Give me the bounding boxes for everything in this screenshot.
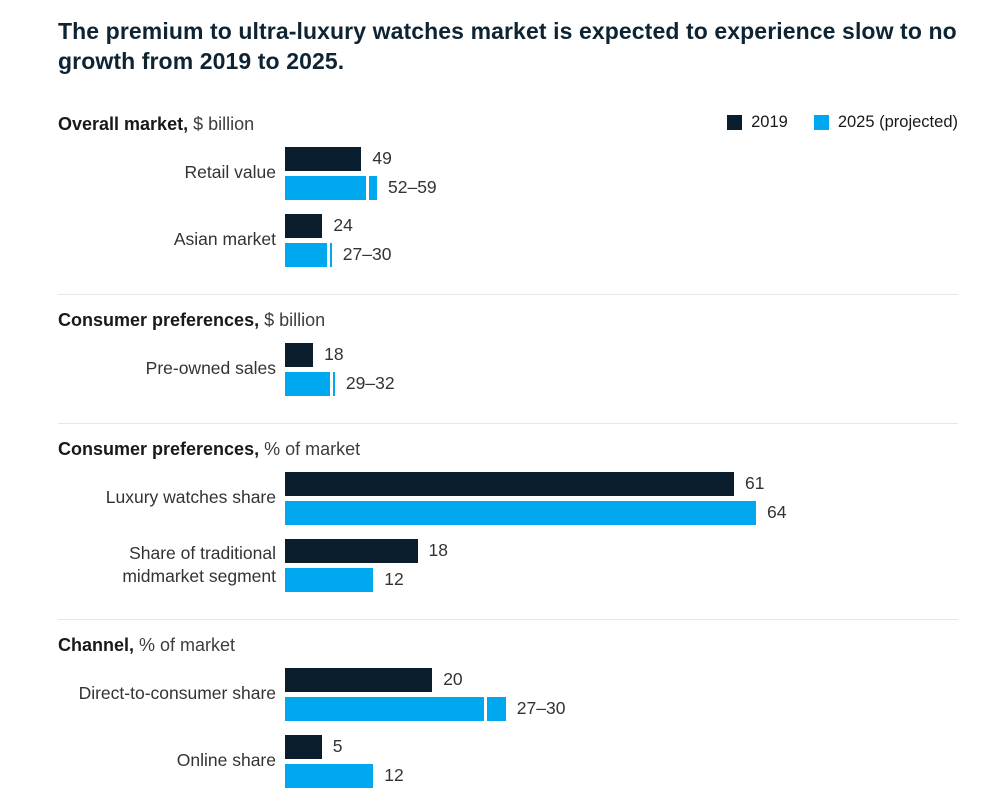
bar-2025 (285, 567, 374, 592)
category-label: Luxury watches share (105, 487, 276, 508)
section-heading-bold: Consumer preferences, (58, 438, 260, 459)
bar-2019 (285, 471, 734, 496)
value-label-2025: 12 (384, 569, 404, 590)
bar-2025 (285, 371, 335, 396)
bar-row-direct-to-consumer: Direct-to-consumer share 20 27–30 (58, 667, 958, 721)
section-heading: Overall market, $ billion (58, 114, 254, 135)
value-label-2025: 27–30 (516, 698, 566, 719)
range-divider (366, 175, 370, 200)
category-label: Share of traditional midmarket segment (122, 542, 276, 587)
value-label-2019: 24 (333, 215, 353, 236)
legend-label-2025: 2025 (projected) (837, 112, 958, 131)
chart-title: The premium to ultra-luxury watches mark… (58, 18, 957, 75)
range-divider (330, 371, 334, 396)
bar-2025 (285, 696, 506, 721)
bar-2019 (285, 538, 418, 563)
value-label-2019: 5 (332, 736, 343, 757)
section-consumer-preferences-share: Consumer preferences, % of market Luxury… (58, 439, 958, 592)
category-label: Retail value (184, 162, 276, 183)
value-label-2025: 29–32 (345, 373, 395, 394)
section-divider (58, 293, 958, 295)
category-label: Asian market (173, 229, 276, 250)
legend-item-2019: 2019 (727, 113, 788, 132)
bar-2019 (285, 342, 314, 367)
section-heading: Consumer preferences, $ billion (58, 310, 325, 331)
bar-2019 (285, 734, 322, 759)
value-label-2025: 52–59 (388, 177, 437, 198)
value-label-2025: 12 (384, 765, 404, 786)
legend-item-2025: 2025 (projected) (813, 112, 958, 132)
section-overall-market: Overall market, $ billion 2019 2025 (pro… (58, 113, 958, 267)
section-heading-bold: Consumer preferences, (58, 309, 260, 330)
value-label-2019: 49 (372, 148, 392, 169)
section-heading-unit: % of market (139, 634, 236, 655)
value-label-2019: 61 (745, 473, 765, 494)
range-divider (483, 696, 487, 721)
bar-2019 (285, 146, 362, 171)
section-heading: Channel, % of market (58, 635, 235, 656)
value-label-2019: 18 (324, 344, 344, 365)
bar-2025 (285, 175, 377, 200)
legend: 2019 2025 (projected) (727, 113, 958, 132)
value-label-2025: 64 (767, 502, 787, 523)
bar-row-traditional-midmarket: Share of traditional midmarket segment 1… (58, 538, 958, 592)
section-heading-bold: Overall market, (58, 113, 189, 134)
section-heading: Consumer preferences, % of market (58, 439, 360, 460)
section-divider (58, 422, 958, 424)
section-heading-unit: $ billion (193, 113, 255, 134)
bar-2025 (285, 500, 756, 525)
legend-swatch-2025 (813, 114, 829, 130)
section-channel: Channel, % of market Direct-to-consumer … (58, 635, 958, 788)
section-heading-bold: Channel, (58, 634, 135, 655)
bar-2019 (285, 213, 323, 238)
bar-row-asian-market: Asian market 24 27–30 (58, 213, 958, 267)
value-label-2019: 20 (443, 669, 463, 690)
bar-row-pre-owned-sales: Pre-owned sales 18 29–32 (58, 342, 958, 396)
legend-label-2019: 2019 (751, 112, 788, 131)
value-label-2025: 27–30 (342, 244, 392, 265)
section-heading-unit: $ billion (264, 309, 326, 330)
bar-row-luxury-watches-share: Luxury watches share 61 64 (58, 471, 958, 525)
bar-row-retail-value: Retail value 49 52–59 (58, 146, 958, 200)
bar-2019 (285, 667, 433, 692)
bar-2025 (285, 242, 332, 267)
range-divider (327, 242, 331, 267)
category-label: Pre-owned sales (145, 358, 276, 379)
category-label: Online share (176, 750, 276, 771)
legend-swatch-2019 (727, 114, 743, 130)
category-label: Direct-to-consumer share (78, 683, 276, 704)
section-divider (58, 618, 958, 620)
section-consumer-preferences-value: Consumer preferences, $ billion Pre-owne… (58, 310, 958, 396)
bar-2025 (285, 763, 374, 788)
section-heading-unit: % of market (264, 438, 361, 459)
value-label-2019: 18 (428, 540, 448, 561)
bar-row-online-share: Online share 5 12 (58, 734, 958, 788)
